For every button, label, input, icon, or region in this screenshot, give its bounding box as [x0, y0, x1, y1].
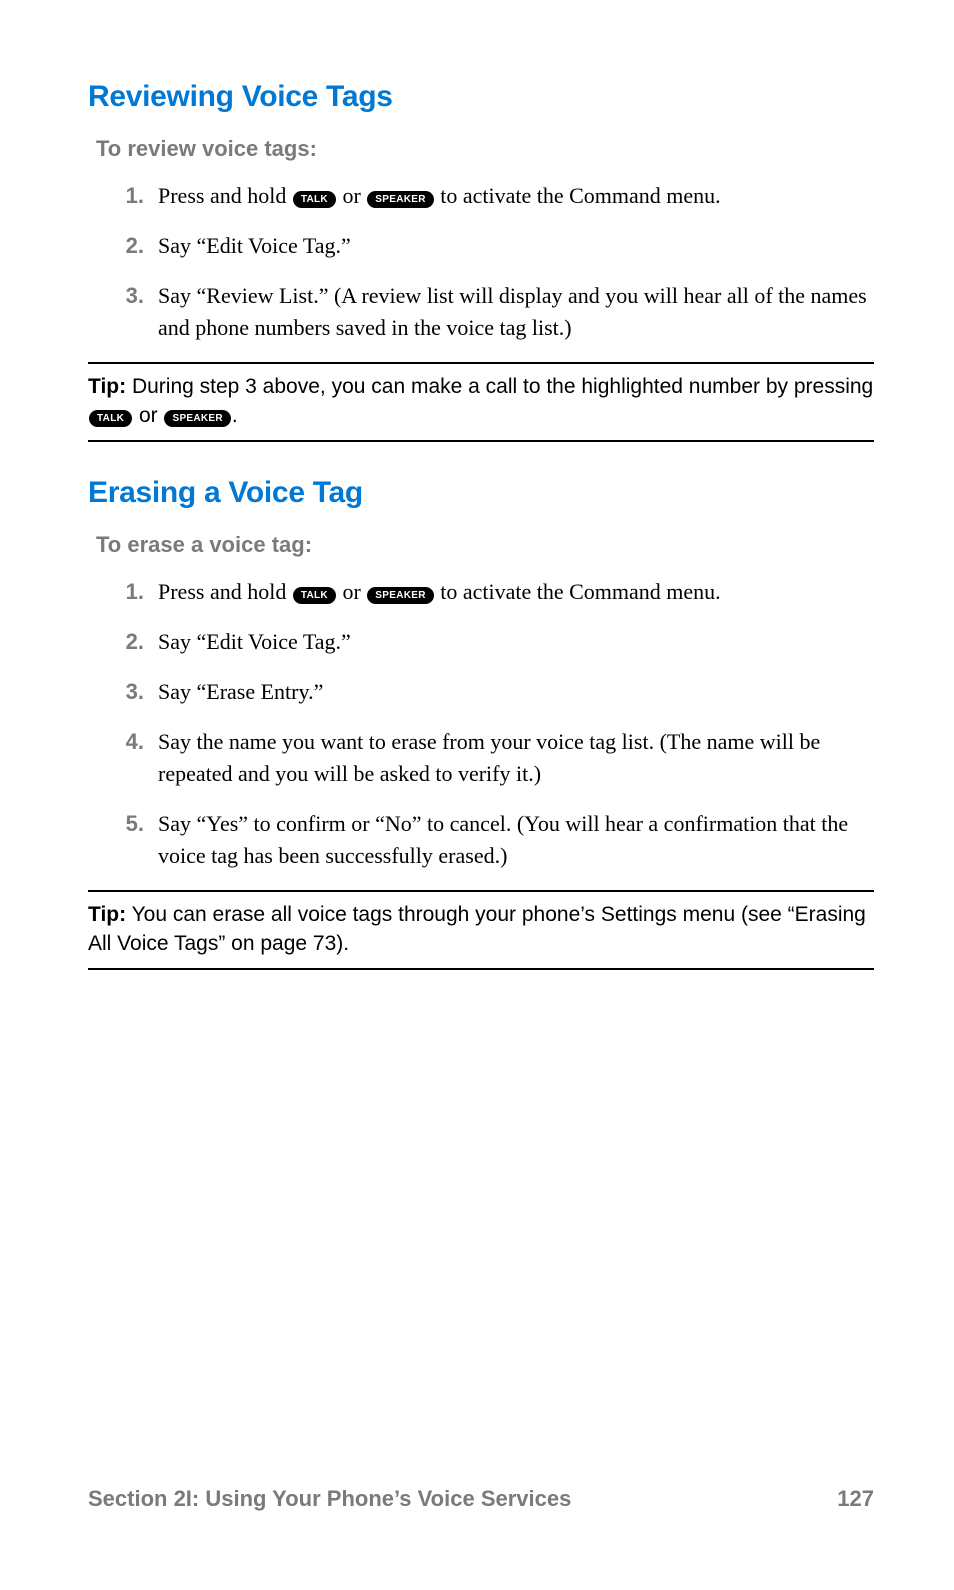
step-text: Say “Erase Entry.”: [158, 679, 323, 704]
list-item: 3. Say “Erase Entry.”: [110, 676, 874, 708]
subhead-erase: To erase a voice tag:: [96, 532, 874, 558]
heading-erasing: Erasing a Voice Tag: [88, 476, 874, 510]
list-item: 2. Say “Edit Voice Tag.”: [110, 230, 874, 262]
step-text: Say the name you want to erase from your…: [158, 729, 820, 786]
page-number: 127: [837, 1486, 874, 1512]
tip-text: You can erase all voice tags through you…: [88, 903, 866, 955]
footer-section-title: Section 2I: Using Your Phone’s Voice Ser…: [88, 1486, 571, 1512]
step-number: 4.: [110, 726, 144, 758]
step-text: Say “Edit Voice Tag.”: [158, 233, 351, 258]
step-number: 2.: [110, 230, 144, 262]
step-text: Say “Yes” to confirm or “No” to cancel. …: [158, 811, 848, 868]
page-footer: Section 2I: Using Your Phone’s Voice Ser…: [88, 1486, 874, 1512]
step-number: 3.: [110, 676, 144, 708]
step-number: 2.: [110, 626, 144, 658]
tip-text: During step 3 above, you can make a call…: [88, 375, 873, 427]
step-number: 3.: [110, 280, 144, 312]
speaker-button-icon: SPEAKER: [164, 410, 230, 427]
step-text: Say “Review List.” (A review list will d…: [158, 283, 867, 340]
list-item: 1. Press and hold TALK or SPEAKER to act…: [110, 576, 874, 608]
talk-button-icon: TALK: [293, 191, 336, 208]
speaker-button-icon: SPEAKER: [367, 191, 433, 208]
step-text: Press and hold TALK or SPEAKER to activa…: [158, 579, 721, 604]
tip-box-erase: Tip: You can erase all voice tags throug…: [88, 890, 874, 971]
heading-reviewing: Reviewing Voice Tags: [88, 80, 874, 114]
list-item: 5. Say “Yes” to confirm or “No” to cance…: [110, 808, 874, 872]
talk-button-icon: TALK: [89, 410, 132, 427]
steps-review: 1. Press and hold TALK or SPEAKER to act…: [88, 180, 874, 344]
tip-label: Tip:: [88, 375, 126, 398]
list-item: 3. Say “Review List.” (A review list wil…: [110, 280, 874, 344]
step-text: Say “Edit Voice Tag.”: [158, 629, 351, 654]
list-item: 2. Say “Edit Voice Tag.”: [110, 626, 874, 658]
section-erasing: Erasing a Voice Tag To erase a voice tag…: [88, 476, 874, 970]
talk-button-icon: TALK: [293, 587, 336, 604]
list-item: 1. Press and hold TALK or SPEAKER to act…: [110, 180, 874, 212]
steps-erase: 1. Press and hold TALK or SPEAKER to act…: [88, 576, 874, 871]
step-text: Press and hold TALK or SPEAKER to activa…: [158, 183, 721, 208]
speaker-button-icon: SPEAKER: [367, 587, 433, 604]
step-number: 5.: [110, 808, 144, 840]
subhead-review: To review voice tags:: [96, 136, 874, 162]
tip-box-review: Tip: During step 3 above, you can make a…: [88, 362, 874, 443]
tip-label: Tip:: [88, 903, 126, 926]
step-number: 1.: [110, 576, 144, 608]
page: Reviewing Voice Tags To review voice tag…: [0, 0, 954, 1590]
step-number: 1.: [110, 180, 144, 212]
list-item: 4. Say the name you want to erase from y…: [110, 726, 874, 790]
